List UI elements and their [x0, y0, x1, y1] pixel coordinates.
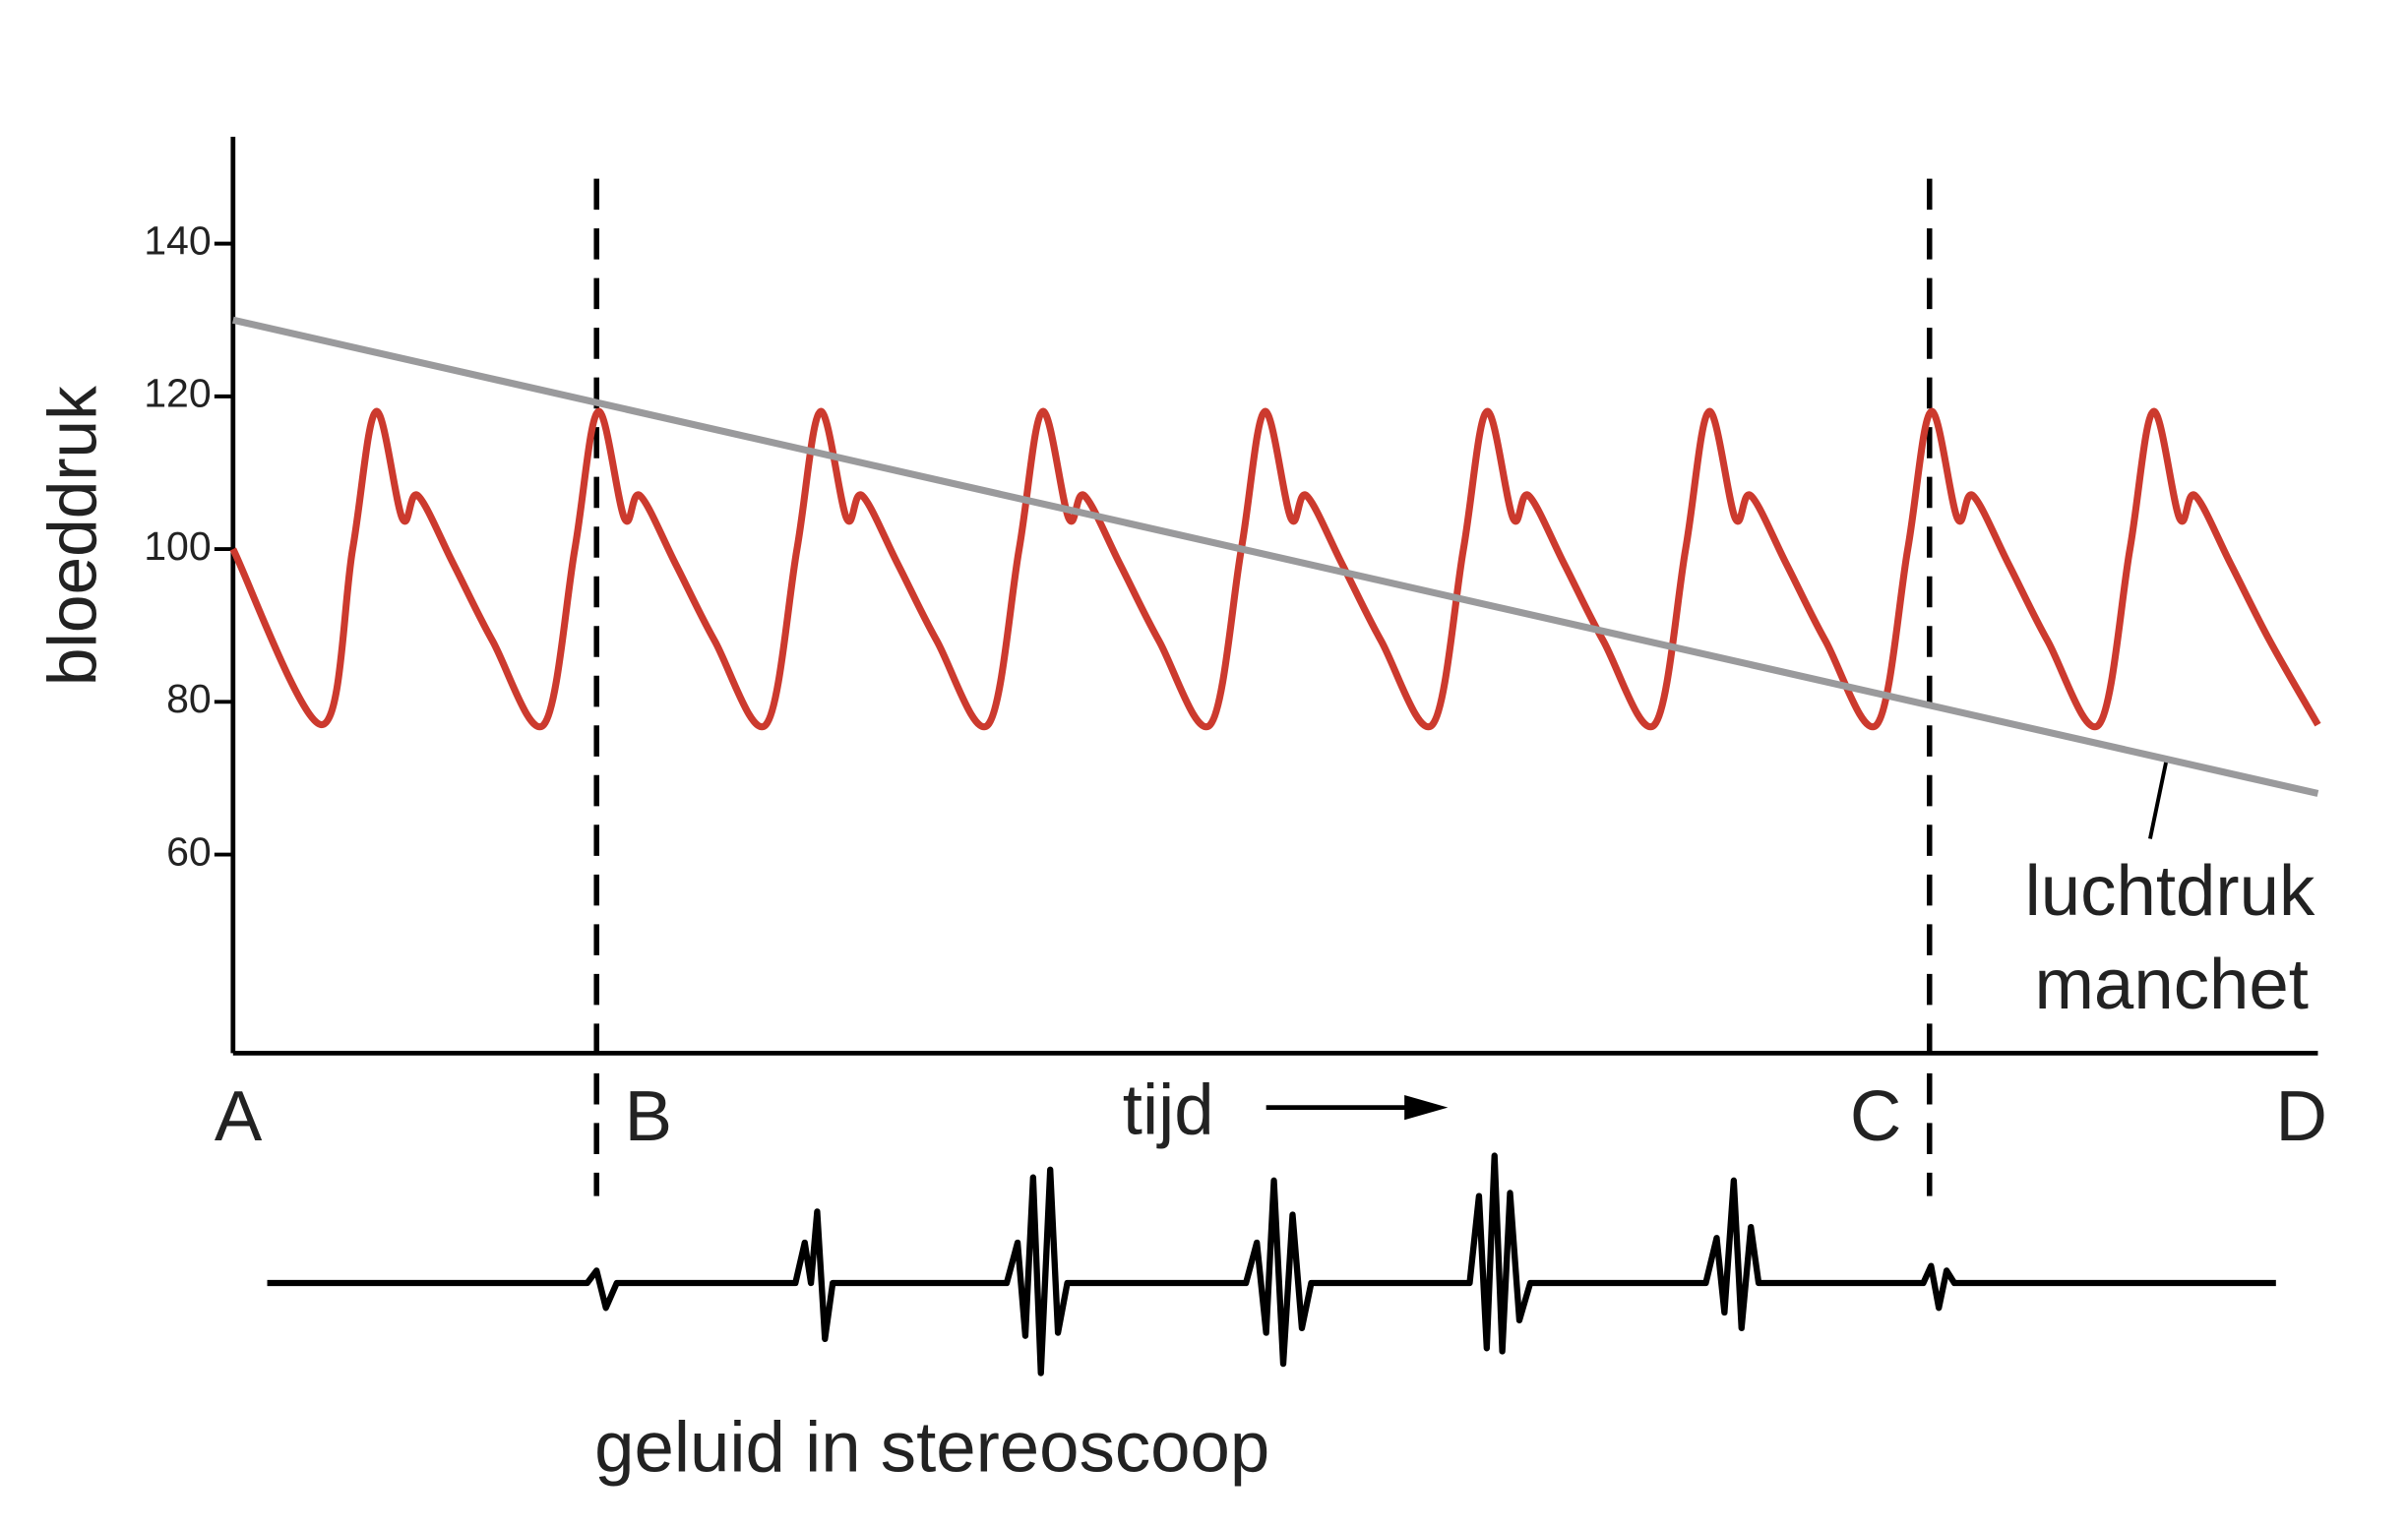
- y-tick-label: 100: [144, 523, 211, 569]
- marker-label: A: [215, 1076, 263, 1156]
- marker-label: C: [1850, 1076, 1901, 1156]
- marker-label: D: [2275, 1076, 2326, 1156]
- marker-label: B: [625, 1076, 672, 1156]
- annotation: manchet: [2034, 945, 2309, 1024]
- sound-trace: [267, 1152, 2276, 1376]
- y-tick-label: 120: [144, 371, 211, 416]
- y-tick-label: 140: [144, 217, 211, 263]
- y-axis-label: bloeddruk: [33, 386, 110, 686]
- y-tick-label: 60: [166, 828, 212, 874]
- sound-label: geluid in stereoscoop: [594, 1407, 1269, 1487]
- series-line: [232, 316, 2319, 797]
- y-tick-label: 80: [166, 676, 212, 721]
- series-line: [229, 407, 2321, 731]
- annotation: luchtdruk: [2025, 851, 2315, 931]
- x-axis-label: tijd: [1123, 1070, 1214, 1150]
- annotation-leader: [2148, 756, 2170, 839]
- time-arrow-head: [1404, 1095, 1449, 1121]
